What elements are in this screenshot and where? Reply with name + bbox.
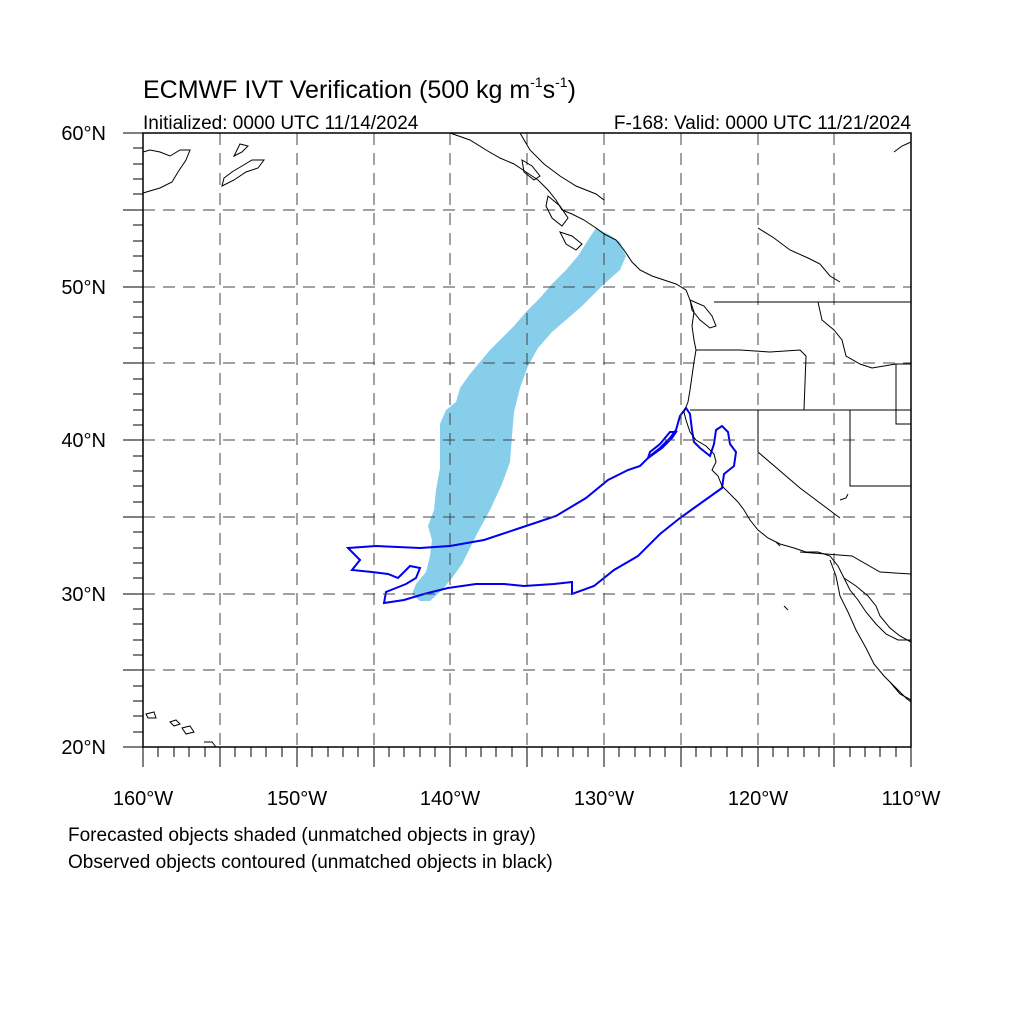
lat-labels: 20°N 30°N 40°N 50°N 60°N [61,123,106,759]
coastline-map [142,132,912,748]
lon-label: 150°W [267,788,327,810]
lon-labels: 160°W 150°W 140°W 130°W 120°W 110°W [113,788,941,810]
lon-label: 120°W [728,788,788,810]
valid-time-label: F-168: Valid: 0000 UTC 11/21/2024 [614,113,912,134]
observed-object-inner-notch [646,431,678,461]
lat-label: 50°N [61,277,106,299]
legend-note-forecast: Forecasted objects shaded (unmatched obj… [68,825,536,846]
lon-label: 140°W [420,788,480,810]
lon-label: 110°W [882,788,941,810]
observed-object-contour [345,406,738,605]
init-time-label: Initialized: 0000 UTC 11/14/2024 [143,113,419,134]
legend-note-observed: Observed objects contoured (unmatched ob… [68,852,553,873]
map-title: ECMWF IVT Verification (500 kg m-1s-1) [143,74,576,104]
lat-label: 30°N [61,584,106,606]
lon-label: 160°W [113,788,173,810]
tick-marks [123,132,912,767]
forecast-object [412,228,626,601]
lat-label: 60°N [61,123,106,145]
map-plot-area [123,132,912,767]
lat-label: 40°N [61,430,106,452]
lat-label: 20°N [61,737,106,759]
lon-label: 130°W [574,788,634,810]
